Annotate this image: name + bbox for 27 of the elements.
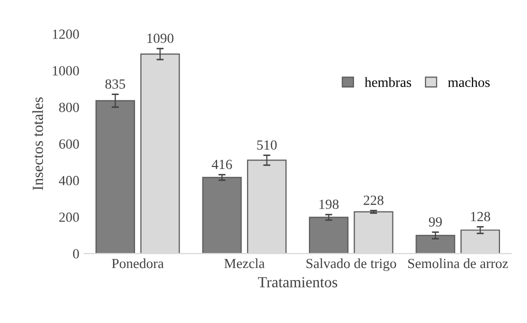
y-tick-label: 800 <box>59 102 79 112</box>
x-tick-label: Ponedora <box>112 258 164 268</box>
bar <box>416 234 456 254</box>
x-tick-label: Salvado de trigo <box>306 258 396 272</box>
x-tick-label: Mezcla <box>224 258 265 268</box>
legend-label: hembras <box>364 77 412 88</box>
bar <box>202 176 242 254</box>
legend-label: machos <box>448 77 490 88</box>
data-label: 128 <box>471 212 490 222</box>
data-label: 1090 <box>147 34 174 43</box>
y-tick-label: 200 <box>59 212 79 222</box>
bar <box>96 100 136 254</box>
data-label: 510 <box>257 140 277 150</box>
data-label: 99 <box>428 217 442 227</box>
y-tick-label: 1200 <box>52 30 79 39</box>
y-tick-label: 400 <box>58 176 79 186</box>
x-tick-label: Semolina de arroz <box>408 258 508 268</box>
y-tick-label: 600 <box>59 139 79 149</box>
data-label: 835 <box>105 79 126 89</box>
y-tick-label: 0 <box>73 249 79 259</box>
y-tick-label: 1000 <box>52 66 79 76</box>
data-label: 416 <box>212 160 232 170</box>
bar <box>308 216 348 254</box>
y-axis-title: Insectos totales <box>32 97 44 190</box>
data-label: 198 <box>320 200 339 209</box>
data-label: 228 <box>364 196 384 205</box>
x-axis-title: Tratamientos <box>258 277 338 288</box>
